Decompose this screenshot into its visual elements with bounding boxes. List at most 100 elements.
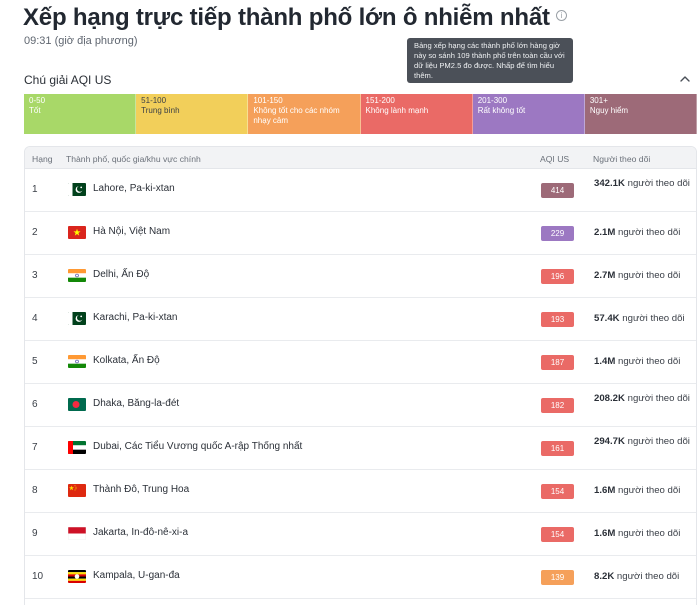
rank-cell: 10 xyxy=(32,571,44,582)
vietnam-flag-icon xyxy=(68,226,86,239)
info-tooltip: Bảng xếp hạng các thành phố lớn hàng giờ… xyxy=(407,38,573,83)
rank-cell: 5 xyxy=(32,356,38,367)
city-link[interactable]: Karachi, Pa-ki-xtan xyxy=(93,312,178,323)
aqi-badge: 182 xyxy=(541,398,574,413)
followers-count: 2.1M xyxy=(594,227,616,238)
header-aqi: AQI US xyxy=(540,154,570,164)
city-link[interactable]: Dubai, Các Tiểu Vương quốc A-rập Thống n… xyxy=(93,441,303,452)
legend-item-151-200: 151-200 Không lành mạnh xyxy=(360,94,473,134)
table-row[interactable]: 2 Hà Nội, Việt Nam 229 2.1M người theo dõi xyxy=(25,212,696,255)
city-link[interactable]: Hà Nội, Việt Nam xyxy=(93,226,171,237)
chevron-up-icon[interactable] xyxy=(678,72,692,86)
legend-item-201-300: 201-300 Rất không tốt xyxy=(472,94,585,134)
bangladesh-flag-icon xyxy=(68,398,86,411)
rank-cell: 1 xyxy=(32,184,38,195)
aqi-badge: 196 xyxy=(541,269,574,284)
legend-label: Không tốt cho các nhóm nhạy cảm xyxy=(253,106,340,125)
legend-range: 51-100 xyxy=(141,96,167,105)
header-followers: Người theo dõi xyxy=(593,154,651,164)
local-time: 09:31 (giờ địa phương) xyxy=(24,35,138,47)
ranking-table: Hạng Thành phố, quốc gia/khu vực chính A… xyxy=(24,146,697,605)
rank-cell: 4 xyxy=(32,313,38,324)
indonesia-flag-icon xyxy=(68,527,86,540)
rank-cell: 8 xyxy=(32,485,38,496)
uganda-flag-icon xyxy=(68,570,86,583)
table-row[interactable]: 6 Dhaka, Băng-la-đét 182 208.2K người theo … xyxy=(25,384,696,427)
aqi-badge: 139 xyxy=(541,570,574,585)
aqi-badge: 229 xyxy=(541,226,574,241)
city-link[interactable]: Lahore, Pa-ki-xtan xyxy=(93,183,175,194)
followers-cell: 1.4M người theo dõi xyxy=(594,356,681,367)
legend-label: Nguy hiểm xyxy=(589,106,629,115)
legend-item-51-100: 51-100 Trung bình xyxy=(136,94,249,134)
table-row[interactable]: 4 Karachi, Pa-ki-xtan 193 57.4K người theo … xyxy=(25,298,696,341)
followers-count: 1.6M xyxy=(594,528,616,539)
legend-title: Chú giải AQI US xyxy=(24,73,112,87)
table-row[interactable]: 7 Dubai, Các Tiểu Vương quốc A-rập Thống … xyxy=(25,427,696,470)
table-body: 1 Lahore, Pa-ki-xtan 414 342.1K người theo … xyxy=(25,169,696,599)
pakistan-flag-icon xyxy=(68,312,86,325)
followers-cell: 8.2K người theo dõi xyxy=(594,571,680,582)
rank-cell: 9 xyxy=(32,528,38,539)
info-icon[interactable]: i xyxy=(555,10,567,22)
aqi-badge: 154 xyxy=(541,484,574,499)
rank-cell: 6 xyxy=(32,399,38,410)
india-flag-icon xyxy=(68,355,86,368)
city-link[interactable]: Dhaka, Băng-la-đét xyxy=(93,398,180,409)
legend-range: 201-300 xyxy=(477,96,508,105)
header-city: Thành phố, quốc gia/khu vực chính xyxy=(66,154,201,164)
china-flag-icon xyxy=(68,484,86,497)
followers-count: 1.4M xyxy=(594,356,616,367)
legend-item-0-50: 0-50 Tốt xyxy=(24,94,137,134)
city-link[interactable]: Jakarta, In-đô-nê-xi-a xyxy=(93,527,189,538)
header-rank: Hạng xyxy=(32,154,53,164)
table-row[interactable]: 1 Lahore, Pa-ki-xtan 414 342.1K người theo … xyxy=(25,169,696,212)
city-link[interactable]: Delhi, Ấn Độ xyxy=(93,269,150,280)
legend-range: 151-200 xyxy=(365,96,395,105)
table-row[interactable]: 5 Kolkata, Ấn Độ 187 1.4M người theo dõi xyxy=(25,341,696,384)
table-row[interactable]: 10 Kampala, U-gan-đa 139 8.2K người theo dõ… xyxy=(25,556,696,599)
rank-cell: 7 xyxy=(32,442,38,453)
table-row[interactable]: 9 Jakarta, In-đô-nê-xi-a 154 1.6M người the… xyxy=(25,513,696,556)
city-link[interactable]: Kampala, U-gan-đa xyxy=(93,570,180,581)
followers-count: 2.7M xyxy=(594,270,616,281)
followers-cell: 208.2K người theo dõi xyxy=(594,393,690,404)
page-title-text: Xếp hạng trực tiếp thành phố lớn ô nhiễm… xyxy=(23,4,550,31)
followers-cell: 57.4K người theo dõi xyxy=(594,313,685,324)
aqi-legend: 0-50 Tốt 51-100 Trung bình 101-150 Không tốt … xyxy=(24,94,698,134)
legend-range: 101-150 xyxy=(253,96,283,105)
aqi-badge: 187 xyxy=(541,355,574,370)
followers-count: 208.2K xyxy=(594,393,625,404)
india-flag-icon xyxy=(68,269,86,282)
aqi-badge: 193 xyxy=(541,312,574,327)
legend-label: Rất không tốt xyxy=(477,106,526,115)
city-link[interactable]: Thành Đô, Trung Hoa xyxy=(93,484,190,495)
followers-cell: 2.7M người theo dõi xyxy=(594,270,681,281)
legend-item-301+: 301+ Nguy hiểm xyxy=(584,94,698,134)
followers-cell: 1.6M người theo dõi xyxy=(594,485,681,496)
followers-cell: 2.1M người theo dõi xyxy=(594,227,681,238)
aqi-badge: 414 xyxy=(541,183,574,198)
followers-cell: 1.6M người theo dõi xyxy=(594,528,681,539)
followers-count: 1.6M xyxy=(594,485,616,496)
followers-count: 342.1K xyxy=(594,178,625,189)
pakistan-flag-icon xyxy=(68,183,86,196)
followers-count: 294.7K xyxy=(594,436,625,447)
rank-cell: 3 xyxy=(32,270,38,281)
rank-cell: 2 xyxy=(32,227,38,238)
legend-label: Không lành mạnh xyxy=(365,106,429,115)
legend-range: 0-50 xyxy=(29,96,46,105)
followers-count: 8.2K xyxy=(594,571,615,582)
aqi-badge: 161 xyxy=(541,441,574,456)
followers-cell: 342.1K người theo dõi xyxy=(594,178,690,189)
legend-range: 301+ xyxy=(589,96,608,105)
table-row[interactable]: 8 Thành Đô, Trung Hoa 154 1.6M người theo d… xyxy=(25,470,696,513)
uae-flag-icon xyxy=(68,441,86,454)
table-header: Hạng Thành phố, quốc gia/khu vực chính A… xyxy=(25,147,696,169)
legend-label: Tốt xyxy=(29,106,41,115)
aqi-badge: 154 xyxy=(541,527,574,542)
city-link[interactable]: Kolkata, Ấn Độ xyxy=(93,355,160,366)
legend-item-101-150: 101-150 Không tốt cho các nhóm nhạy cảm xyxy=(248,94,361,134)
table-row[interactable]: 3 Delhi, Ấn Độ 196 2.7M người theo dõi xyxy=(25,255,696,298)
followers-cell: 294.7K người theo dõi xyxy=(594,436,690,447)
